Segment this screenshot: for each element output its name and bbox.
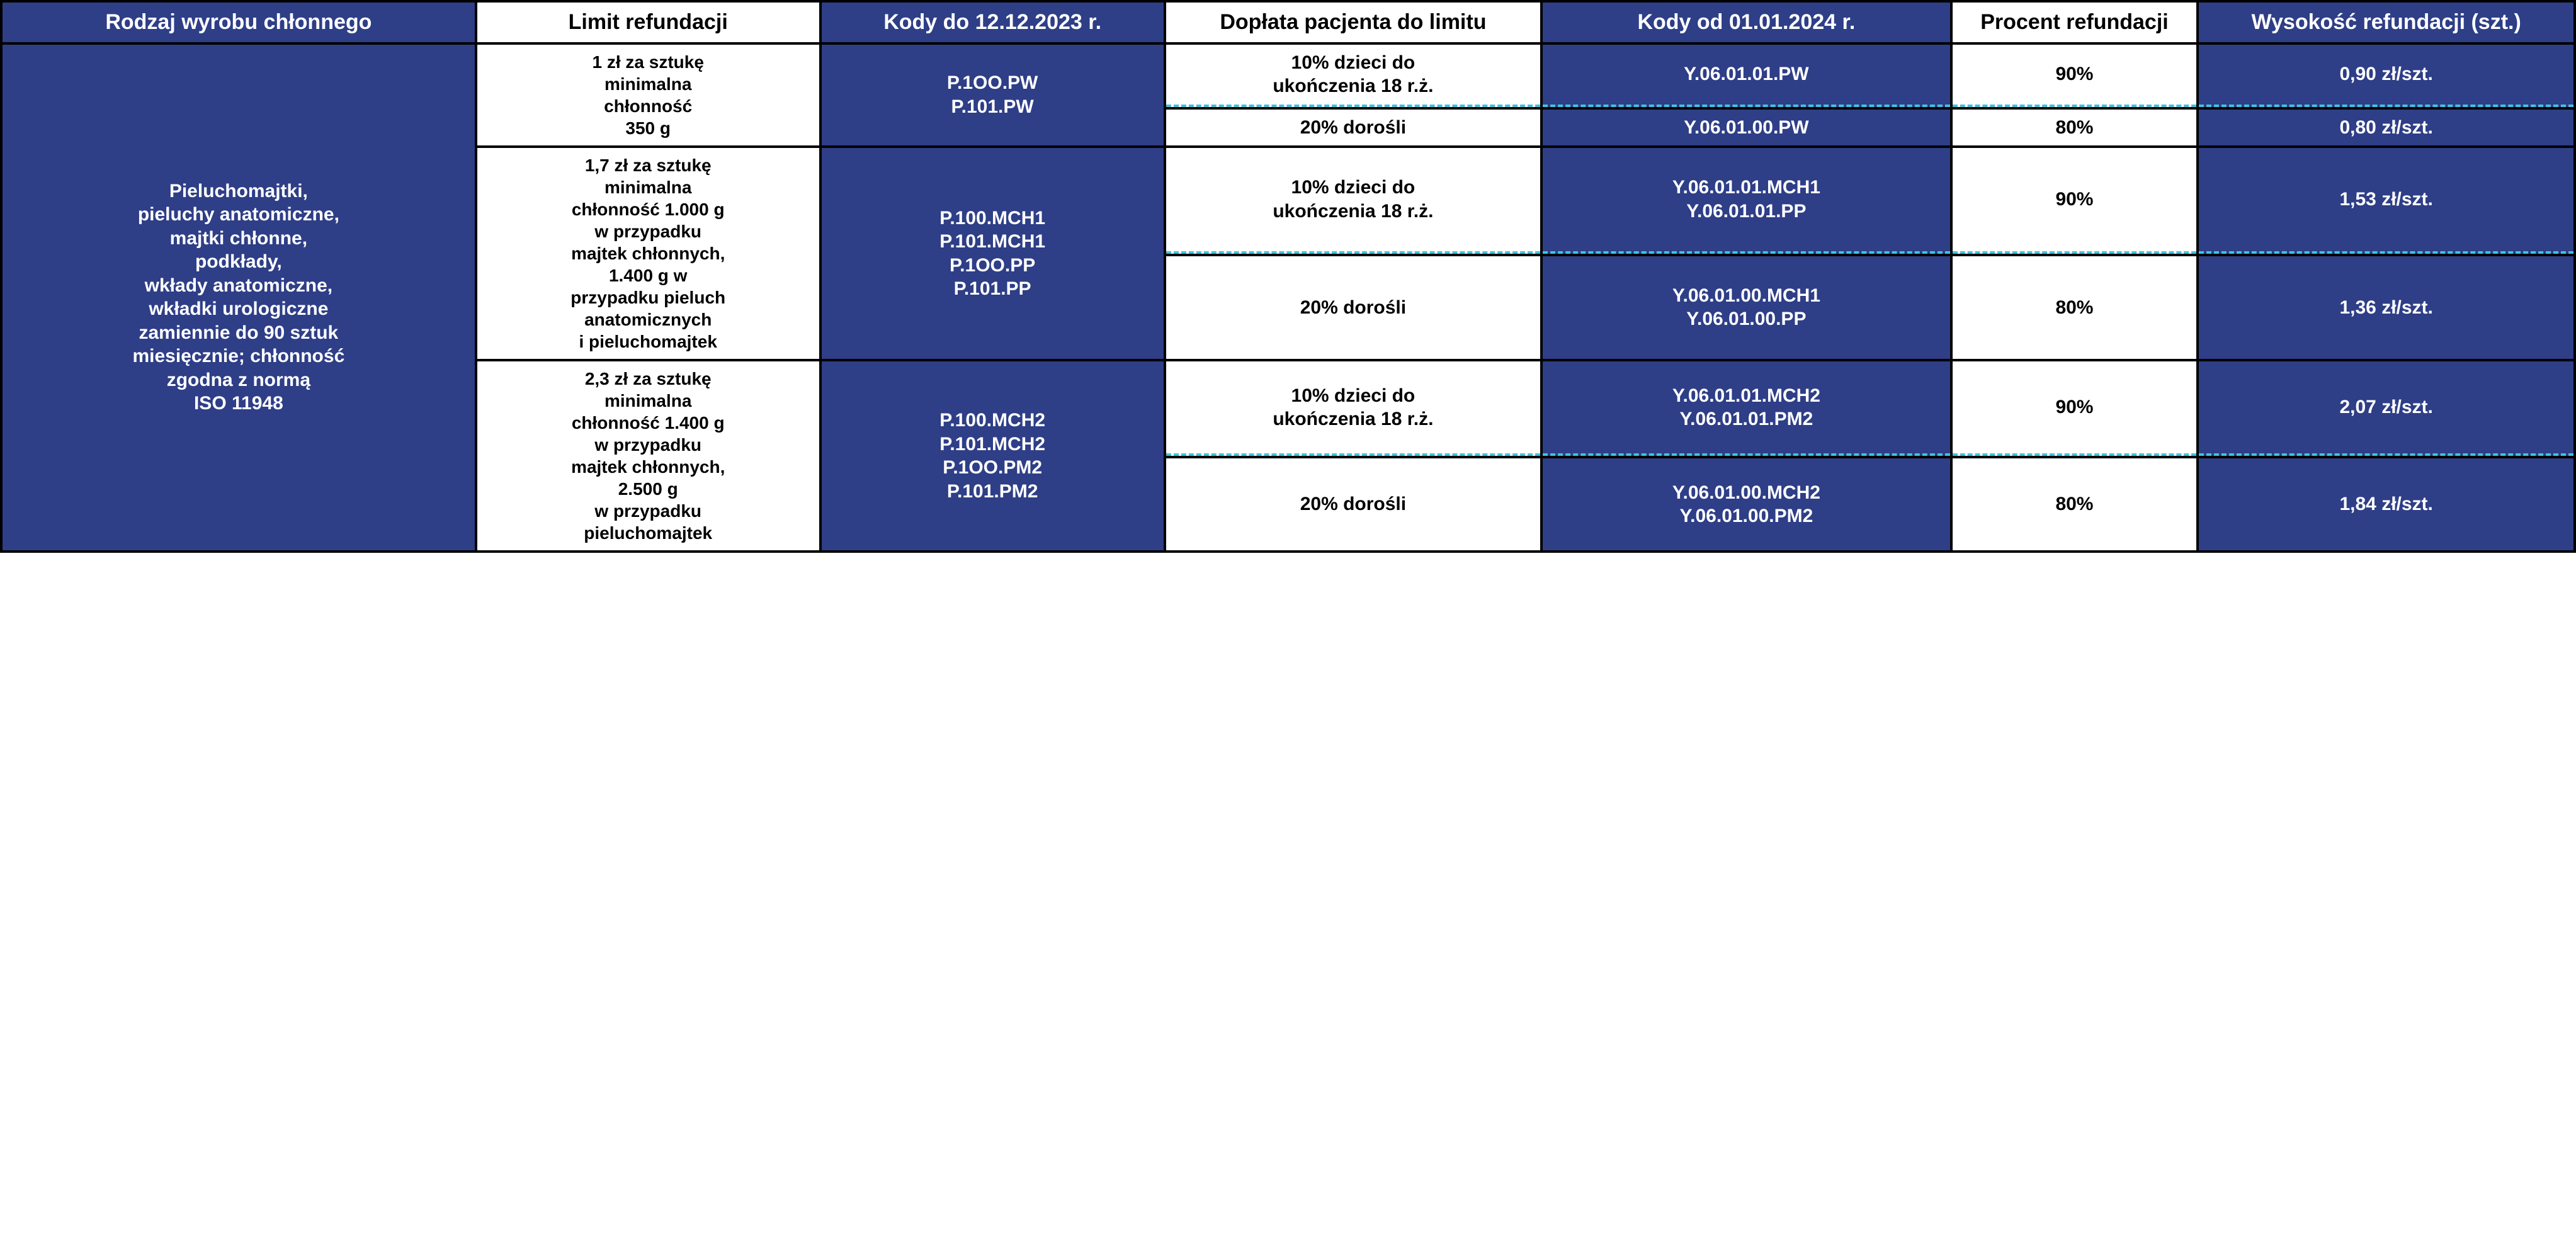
codes-new-g3-b: Y.06.01.00.MCH2 Y.06.01.00.PM2 xyxy=(1543,458,1949,550)
wys-g3-a: 2,07 zł/szt. xyxy=(2199,361,2573,456)
col-header-limit: Limit refundacji xyxy=(477,3,819,42)
codes-new-g1-a: Y.06.01.01.PW xyxy=(1543,45,1949,107)
codes-old-g1: P.1OO.PW P.101.PW xyxy=(822,45,1164,146)
wys-g2-a: 1,53 zł/szt. xyxy=(2199,148,2573,254)
col-header-doplata: Dopłata pacjenta do limitu xyxy=(1166,3,1541,42)
doplata-g2-a: 10% dzieci do ukończenia 18 r.ż. xyxy=(1166,148,1541,254)
codes-new-g3-a: Y.06.01.01.MCH2 Y.06.01.01.PM2 xyxy=(1543,361,1949,456)
wys-g1-a: 0,90 zł/szt. xyxy=(2199,45,2573,107)
doplata-g1-b: 20% dorośli xyxy=(1166,110,1541,146)
procent-g2-a: 90% xyxy=(1953,148,2197,254)
wys-g1-b: 0,80 zł/szt. xyxy=(2199,110,2573,146)
procent-g1-b: 80% xyxy=(1953,110,2197,146)
wys-g3-b: 1,84 zł/szt. xyxy=(2199,458,2573,550)
limit-g2: 1,7 zł za sztukę minimalna chłonność 1.0… xyxy=(477,148,819,359)
col-header-kody-do: Kody do 12.12.2023 r. xyxy=(822,3,1164,42)
wys-g2-b: 1,36 zł/szt. xyxy=(2199,256,2573,360)
row-label: Pieluchomajtki, pieluchy anatomiczne, ma… xyxy=(3,45,475,551)
codes-old-g2: P.100.MCH1 P.101.MCH1 P.1OO.PP P.101.PP xyxy=(822,148,1164,359)
col-header-procent: Procent refundacji xyxy=(1953,3,2197,42)
codes-old-g3: P.100.MCH2 P.101.MCH2 P.1OO.PM2 P.101.PM… xyxy=(822,361,1164,550)
limit-g1: 1 zł za sztukę minimalna chłonność 350 g xyxy=(477,45,819,146)
procent-g3-b: 80% xyxy=(1953,458,2197,550)
refund-table: Rodzaj wyrobu chłonnego Limit refundacji… xyxy=(0,0,2576,553)
codes-new-g1-b: Y.06.01.00.PW xyxy=(1543,110,1949,146)
codes-new-g2-b: Y.06.01.00.MCH1 Y.06.01.00.PP xyxy=(1543,256,1949,360)
doplata-g3-a: 10% dzieci do ukończenia 18 r.ż. xyxy=(1166,361,1541,456)
col-header-wysokosc: Wysokość refundacji (szt.) xyxy=(2199,3,2573,42)
limit-g3: 2,3 zł za sztukę minimalna chłonność 1.4… xyxy=(477,361,819,550)
procent-g3-a: 90% xyxy=(1953,361,2197,456)
doplata-g2-b: 20% dorośli xyxy=(1166,256,1541,360)
col-header-kody-od: Kody od 01.01.2024 r. xyxy=(1543,3,1949,42)
doplata-g1-a: 10% dzieci do ukończenia 18 r.ż. xyxy=(1166,45,1541,107)
codes-new-g2-a: Y.06.01.01.MCH1 Y.06.01.01.PP xyxy=(1543,148,1949,254)
col-header-rodzaj: Rodzaj wyrobu chłonnego xyxy=(3,3,475,42)
doplata-g3-b: 20% dorośli xyxy=(1166,458,1541,550)
procent-g2-b: 80% xyxy=(1953,256,2197,360)
procent-g1-a: 90% xyxy=(1953,45,2197,107)
